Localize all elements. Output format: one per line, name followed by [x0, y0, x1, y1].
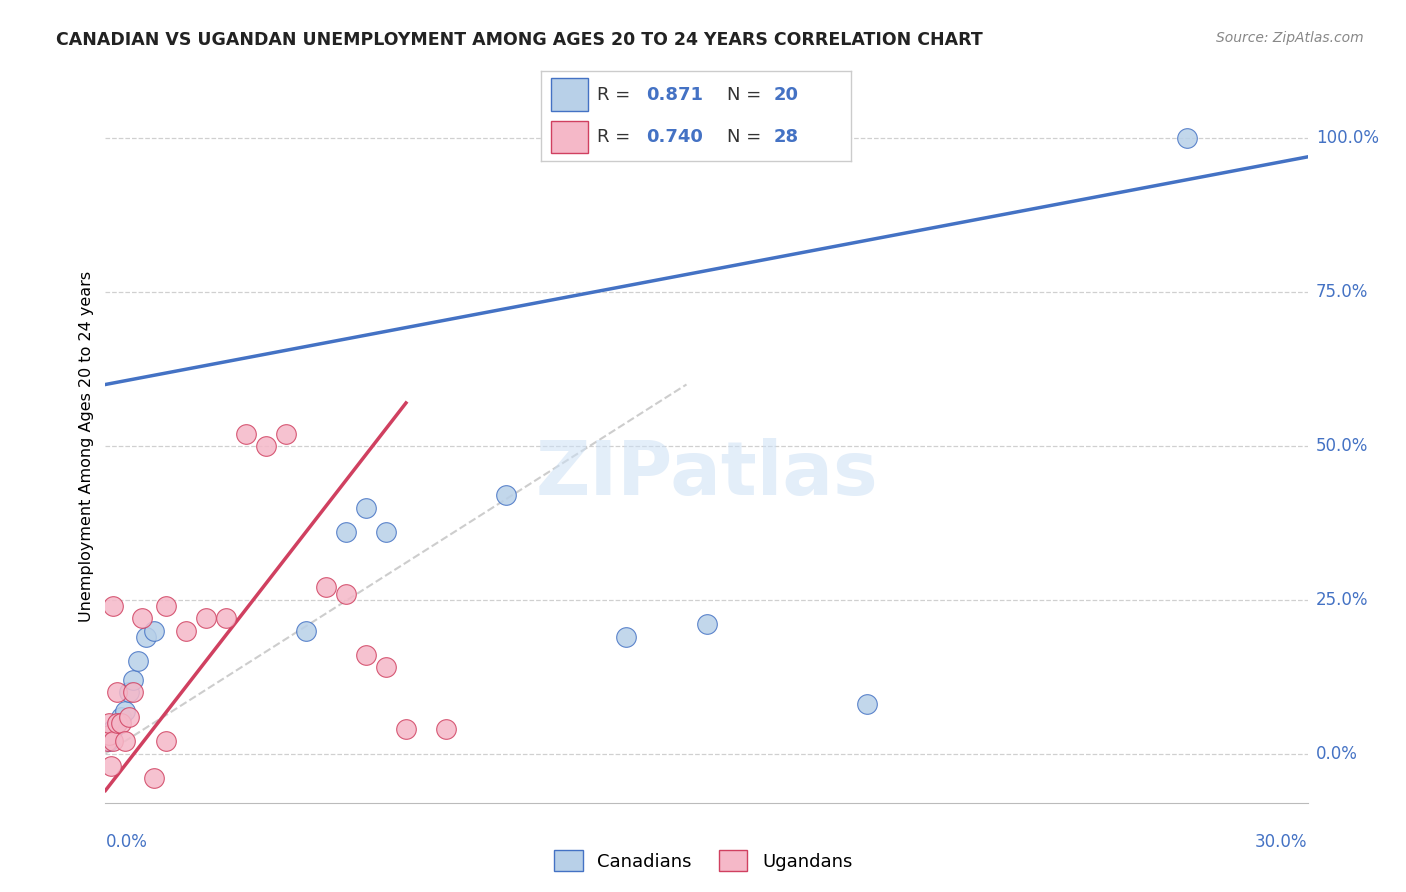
Point	[395, 722, 418, 736]
Point	[696, 617, 718, 632]
Point	[295, 624, 318, 638]
Point	[114, 704, 136, 718]
Legend: Canadians, Ugandans: Canadians, Ugandans	[547, 843, 859, 879]
Text: 0.740: 0.740	[647, 128, 703, 146]
Point	[98, 728, 121, 742]
Point	[374, 525, 398, 540]
Text: N =: N =	[727, 86, 766, 103]
Point	[122, 673, 145, 687]
Point	[174, 624, 197, 638]
Point	[335, 587, 357, 601]
Point	[122, 685, 145, 699]
Text: 75.0%: 75.0%	[1316, 283, 1368, 301]
Point	[98, 734, 121, 748]
Point	[107, 715, 129, 730]
Point	[96, 734, 118, 748]
Text: R =: R =	[598, 86, 636, 103]
Text: 28: 28	[773, 128, 799, 146]
Point	[107, 685, 129, 699]
Text: 100.0%: 100.0%	[1316, 129, 1379, 147]
Point	[495, 488, 517, 502]
Point	[335, 525, 357, 540]
Text: 0.0%: 0.0%	[1316, 745, 1358, 763]
Point	[127, 654, 149, 668]
Point	[107, 715, 129, 730]
Text: 30.0%: 30.0%	[1256, 833, 1308, 851]
Y-axis label: Unemployment Among Ages 20 to 24 years: Unemployment Among Ages 20 to 24 years	[79, 270, 94, 622]
Point	[118, 685, 141, 699]
Point	[110, 715, 132, 730]
Text: ZIPatlas: ZIPatlas	[536, 438, 877, 511]
Point	[235, 426, 257, 441]
Point	[855, 698, 877, 712]
Point	[103, 599, 125, 613]
Text: 0.0%: 0.0%	[105, 833, 148, 851]
Point	[131, 611, 153, 625]
Text: 50.0%: 50.0%	[1316, 437, 1368, 455]
Point	[155, 599, 177, 613]
Point	[354, 648, 377, 662]
Point	[142, 624, 165, 638]
Point	[103, 734, 125, 748]
Bar	[551, 121, 588, 153]
Point	[315, 581, 337, 595]
Point	[434, 722, 457, 736]
Text: 0.871: 0.871	[647, 86, 703, 103]
Point	[354, 500, 377, 515]
Point	[98, 715, 121, 730]
Point	[194, 611, 217, 625]
Text: 20: 20	[773, 86, 799, 103]
Point	[374, 660, 398, 674]
Point	[142, 771, 165, 785]
Point	[118, 709, 141, 723]
Point	[110, 709, 132, 723]
Point	[254, 439, 277, 453]
Text: N =: N =	[727, 128, 766, 146]
Point	[274, 426, 297, 441]
Text: R =: R =	[598, 128, 636, 146]
Bar	[551, 78, 588, 111]
Point	[114, 734, 136, 748]
Text: Source: ZipAtlas.com: Source: ZipAtlas.com	[1216, 31, 1364, 45]
Text: 25.0%: 25.0%	[1316, 591, 1368, 609]
Text: CANADIAN VS UGANDAN UNEMPLOYMENT AMONG AGES 20 TO 24 YEARS CORRELATION CHART: CANADIAN VS UGANDAN UNEMPLOYMENT AMONG A…	[56, 31, 983, 49]
Point	[214, 611, 236, 625]
Point	[155, 734, 177, 748]
Point	[135, 630, 157, 644]
Point	[616, 630, 638, 644]
Point	[1177, 131, 1199, 145]
Point	[100, 759, 122, 773]
Point	[103, 722, 125, 736]
